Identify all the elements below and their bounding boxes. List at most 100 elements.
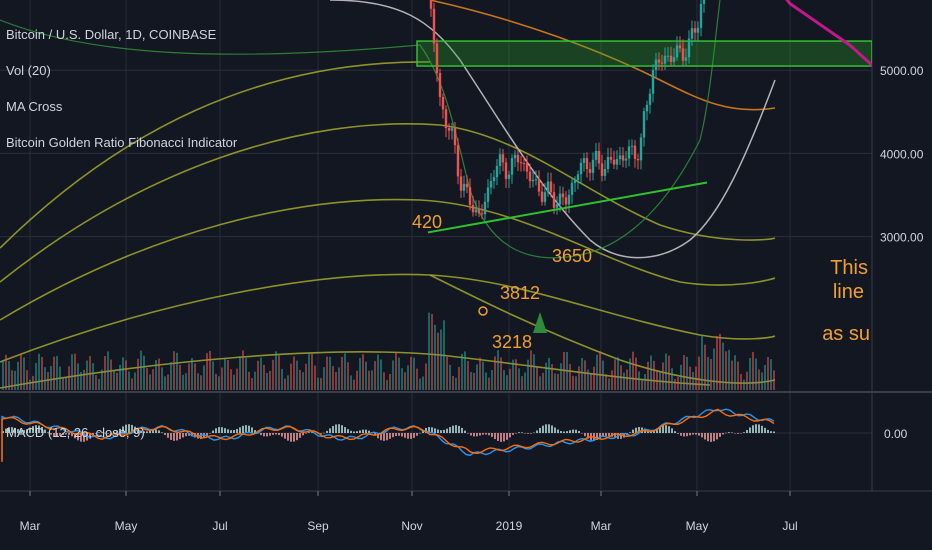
- macd-hist-bar: [230, 430, 232, 433]
- volume-bar: [140, 350, 142, 390]
- volume-bar: [167, 374, 169, 390]
- macd-hist-bar: [341, 425, 343, 433]
- volume-bar: [314, 365, 316, 390]
- macd-hist-bar: [710, 433, 712, 442]
- volume-bar: [89, 356, 91, 390]
- macd-hist-bar: [545, 424, 547, 433]
- macd-hist-bar: [698, 433, 700, 436]
- candle-body: [678, 45, 682, 49]
- candle-body: [570, 182, 574, 195]
- macd-hist-bar: [743, 432, 745, 433]
- macd-hist-bar: [44, 429, 46, 433]
- macd-hist-bar: [383, 433, 385, 441]
- volume-bar: [209, 350, 211, 390]
- candle-body: [627, 146, 631, 159]
- volume-bar: [119, 364, 121, 390]
- price-tick-label: 4000.00: [880, 147, 924, 161]
- volume-bar: [722, 342, 724, 390]
- volume-bar: [155, 359, 157, 390]
- candle-body: [615, 159, 619, 165]
- volume-bar: [557, 373, 559, 390]
- volume-bar: [326, 356, 328, 390]
- volume-bar: [473, 372, 475, 390]
- macd-hist-bar: [308, 432, 310, 433]
- volume-bar: [617, 357, 619, 390]
- time-tick-label: 2019: [496, 519, 523, 533]
- candle-body: [654, 59, 658, 71]
- macd-hist-bar: [254, 430, 256, 433]
- macd-hist-bar: [311, 432, 313, 433]
- macd-hist-bar: [365, 429, 367, 433]
- volume-bar: [629, 358, 631, 390]
- volume-bar: [659, 371, 661, 390]
- macd-hist-bar: [740, 433, 742, 434]
- volume-bar: [719, 333, 721, 390]
- volume-bar: [671, 368, 673, 390]
- macd-hist-bar: [266, 433, 268, 437]
- macd-hist-bar: [221, 427, 223, 433]
- volume-bar: [764, 364, 766, 390]
- macd-hist-bar: [608, 433, 610, 436]
- volume-bar: [59, 366, 61, 390]
- macd-hist-bar: [251, 427, 253, 433]
- candle-body: [528, 171, 532, 182]
- macd-hist-bar: [659, 426, 661, 433]
- macd-hist-bar: [482, 433, 484, 435]
- time-tick-label: May: [686, 519, 709, 533]
- volume-bar: [728, 349, 730, 390]
- macd-hist-bar: [290, 433, 292, 442]
- macd-hist-bar: [692, 433, 694, 435]
- macd-hist-bar: [2, 431, 4, 433]
- macd-hist-bar: [518, 432, 520, 433]
- volume-bar: [548, 357, 550, 390]
- macd-hist-bar: [749, 427, 751, 433]
- macd-hist-bar: [512, 433, 514, 435]
- macd-pane: [1, 408, 775, 462]
- candle-body: [510, 158, 514, 175]
- macd-hist-bar: [131, 424, 133, 433]
- macd-hist-bar: [212, 430, 214, 433]
- macd-hist-bar: [665, 425, 667, 433]
- macd-hist-bar: [566, 431, 568, 433]
- volume-bar: [611, 370, 613, 390]
- candle-body: [531, 179, 535, 182]
- macd-hist-bar: [209, 433, 211, 434]
- volume-bar: [413, 357, 415, 390]
- macd-hist-bar: [437, 429, 439, 433]
- volume-bar: [551, 364, 553, 390]
- candle-body: [639, 137, 643, 161]
- macd-hist-bar: [599, 433, 601, 439]
- macd-hist-bar: [635, 427, 637, 433]
- volume-bar: [296, 360, 298, 390]
- macd-hist-bar: [713, 433, 715, 442]
- volume-bar: [68, 366, 70, 390]
- volume-bar: [200, 375, 202, 390]
- indicator-ma-cross: MA Cross: [6, 99, 63, 114]
- macd-hist-bar: [392, 433, 394, 438]
- volume-bar: [731, 360, 733, 390]
- candle-body: [642, 111, 646, 138]
- volume-bar: [101, 369, 103, 390]
- candle-body: [507, 174, 511, 179]
- macd-line: [1, 408, 775, 460]
- note-line-1: This: [830, 257, 868, 279]
- macd-hist-bar: [440, 430, 442, 433]
- macd-hist-bar: [161, 432, 163, 433]
- macd-hist-bar: [86, 433, 88, 441]
- time-tick-label: Nov: [401, 519, 422, 533]
- volume-bar: [146, 368, 148, 390]
- candle-body: [486, 187, 490, 202]
- candle-body: [573, 180, 577, 183]
- macd-hist-bar: [719, 433, 721, 437]
- volume-bar: [662, 362, 664, 390]
- indicator-volume: Vol (20): [6, 63, 51, 78]
- price-tick-label: 3000.00: [880, 231, 924, 245]
- volume-bar: [281, 368, 283, 390]
- candle-body: [645, 104, 649, 112]
- ma-gray: [329, 0, 776, 259]
- volume-bar: [398, 357, 400, 390]
- volume-bar: [692, 372, 694, 390]
- macd-hist-bar: [227, 429, 229, 433]
- macd-hist-bar: [569, 430, 571, 433]
